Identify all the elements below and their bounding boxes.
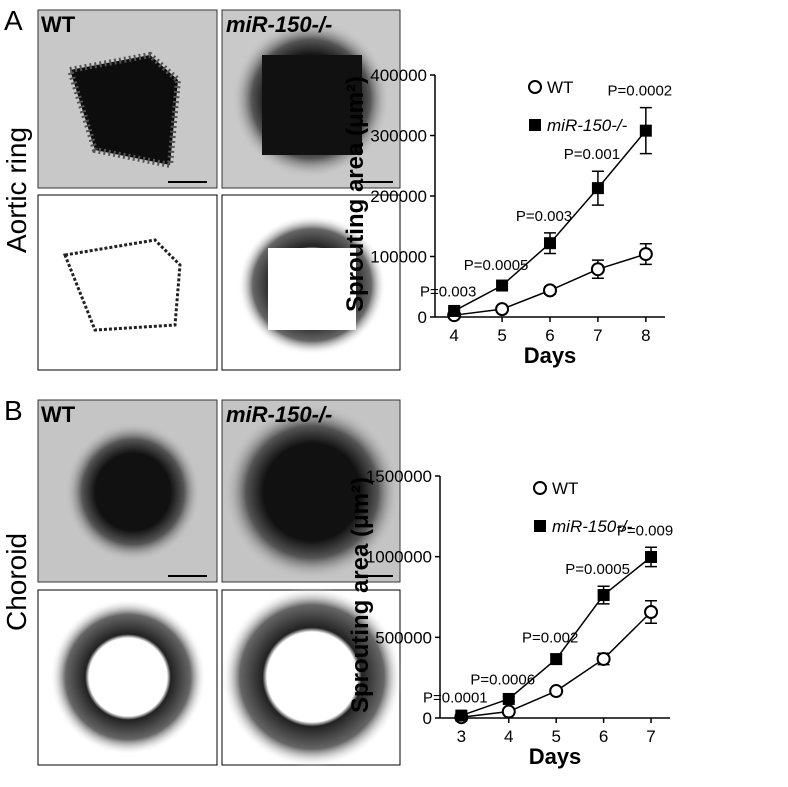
- legend-label: miR-150-/-: [552, 517, 633, 536]
- x-axis-label: Days: [524, 343, 577, 368]
- p-value: P=0.003: [420, 284, 476, 301]
- x-tick-label: 4: [504, 727, 513, 746]
- data-point: [502, 692, 515, 705]
- legend-marker: [533, 481, 547, 495]
- y-tick-label: 0: [423, 709, 432, 728]
- p-value: P=0.009: [617, 522, 673, 539]
- data-point: [590, 262, 605, 277]
- data-point: [448, 304, 461, 317]
- p-value: P=0.001: [564, 146, 620, 163]
- p-value: P=0.0005: [565, 561, 630, 578]
- legend-marker: [534, 520, 546, 532]
- data-point: [644, 605, 659, 620]
- data-point: [645, 550, 658, 563]
- panel-b-images: [37, 399, 402, 767]
- p-value: P=0.0001: [423, 689, 488, 706]
- y-tick-label: 200000: [370, 187, 427, 206]
- data-point: [639, 124, 652, 137]
- x-tick-label: 8: [641, 326, 650, 345]
- panel-letter: B: [4, 395, 23, 426]
- y-tick-label: 400000: [370, 66, 427, 85]
- legend-label: WT: [547, 78, 573, 97]
- x-tick-label: 6: [545, 326, 554, 345]
- y-axis-label: Sprouting area (μm²): [347, 477, 374, 713]
- data-point: [495, 302, 510, 317]
- data-point: [597, 589, 610, 602]
- p-value: P=0.0006: [470, 672, 535, 689]
- x-tick-label: 7: [646, 727, 655, 746]
- y-tick-label: 0: [418, 308, 427, 327]
- data-point: [496, 279, 509, 292]
- legend-marker: [529, 119, 541, 131]
- x-axis-label: Days: [529, 744, 582, 769]
- data-point: [544, 237, 556, 250]
- x-tick-label: 6: [599, 727, 608, 746]
- p-value: P=0.002: [522, 629, 578, 646]
- x-tick-label: 5: [551, 727, 560, 746]
- data-point: [501, 704, 516, 719]
- x-tick-label: 7: [593, 326, 602, 345]
- row-label: Aortic ring: [1, 127, 32, 253]
- p-value: P=0.003: [516, 208, 572, 225]
- image-label: WT: [41, 402, 76, 427]
- row-label: Choroid: [1, 533, 32, 631]
- p-value: P=0.0005: [464, 257, 529, 274]
- y-tick-label: 100000: [370, 248, 427, 267]
- y-tick-label: 1000000: [366, 548, 432, 567]
- legend-label: miR-150-/-: [547, 116, 628, 135]
- panel-letter: A: [4, 5, 23, 36]
- p-value: P=0.0002: [608, 83, 673, 100]
- panel-a-images: [37, 9, 401, 371]
- x-tick-label: 3: [457, 727, 466, 746]
- data-point: [591, 182, 604, 195]
- data-point: [549, 684, 564, 699]
- legend-label: WT: [552, 479, 578, 498]
- x-tick-label: 4: [449, 326, 458, 345]
- data-point: [638, 247, 653, 262]
- data-point: [550, 653, 563, 666]
- image-label: WT: [41, 12, 76, 37]
- image-label: miR-150-/-: [226, 12, 332, 37]
- x-tick-label: 5: [497, 326, 506, 345]
- data-point: [596, 651, 611, 666]
- legend-marker: [528, 80, 542, 94]
- data-point: [455, 709, 468, 722]
- y-tick-label: 1500000: [366, 467, 432, 486]
- data-point: [543, 283, 557, 298]
- y-tick-label: 500000: [375, 628, 432, 647]
- y-axis-label: Sprouting area (μm²): [342, 76, 369, 312]
- y-tick-label: 300000: [370, 127, 427, 146]
- image-label: miR-150-/-: [226, 402, 332, 427]
